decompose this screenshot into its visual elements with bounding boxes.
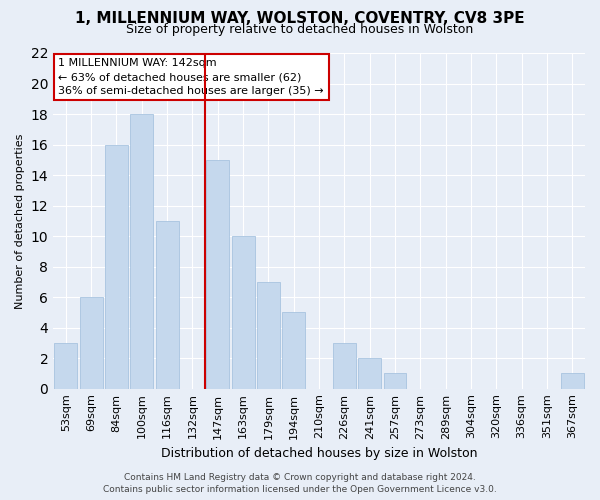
Bar [333,343,356,388]
Bar [232,236,254,388]
Text: Size of property relative to detached houses in Wolston: Size of property relative to detached ho… [127,22,473,36]
Bar [156,221,179,388]
Y-axis label: Number of detached properties: Number of detached properties [15,133,25,308]
Bar [358,358,381,388]
Bar [130,114,153,388]
Bar [561,374,584,388]
Bar [283,312,305,388]
Text: 1, MILLENNIUM WAY, WOLSTON, COVENTRY, CV8 3PE: 1, MILLENNIUM WAY, WOLSTON, COVENTRY, CV… [75,11,525,26]
Bar [80,297,103,388]
Bar [206,160,229,388]
Bar [105,144,128,388]
Bar [383,374,406,388]
Bar [55,343,77,388]
Text: 1 MILLENNIUM WAY: 142sqm
← 63% of detached houses are smaller (62)
36% of semi-d: 1 MILLENNIUM WAY: 142sqm ← 63% of detach… [58,58,324,96]
Text: Contains HM Land Registry data © Crown copyright and database right 2024.
Contai: Contains HM Land Registry data © Crown c… [103,472,497,494]
Bar [257,282,280,389]
X-axis label: Distribution of detached houses by size in Wolston: Distribution of detached houses by size … [161,447,478,460]
